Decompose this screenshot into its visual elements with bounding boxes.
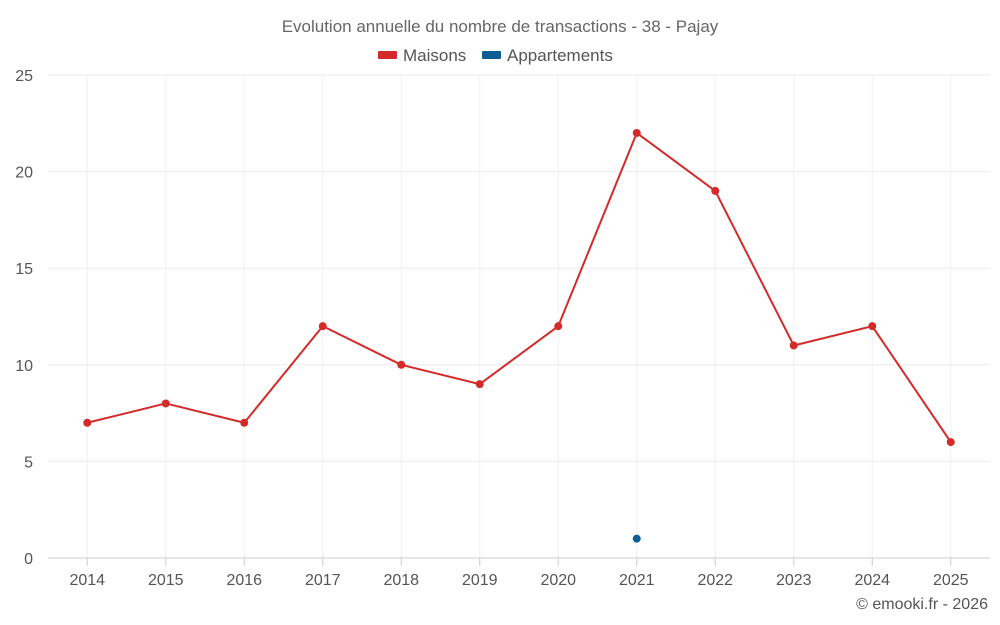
data-point-maisons-2018[interactable]	[397, 360, 406, 369]
data-point-maisons-2014[interactable]	[83, 418, 92, 427]
data-point-maisons-2019[interactable]	[475, 380, 484, 389]
x-tick-label-2025: 2025	[933, 572, 969, 589]
y-tick-label-10: 10	[15, 358, 33, 375]
data-point-maisons-2025[interactable]	[946, 438, 955, 447]
x-tick-label-2020: 2020	[540, 572, 576, 589]
data-point-maisons-2024[interactable]	[868, 322, 877, 331]
y-tick-label-5: 5	[24, 454, 33, 471]
y-tick-label-25: 25	[15, 68, 33, 85]
data-point-maisons-2015[interactable]	[161, 399, 170, 408]
x-tick-label-2023: 2023	[776, 572, 812, 589]
y-tick-label-20: 20	[15, 165, 33, 182]
x-tick-label-2022: 2022	[697, 572, 733, 589]
credit-text: © emooki.fr - 2026	[856, 596, 988, 613]
series-line-maisons	[87, 131, 952, 443]
x-tick-label-2024: 2024	[854, 572, 890, 589]
legend-item-appartements[interactable]: Appartements	[482, 46, 613, 65]
data-point-maisons-2020[interactable]	[554, 322, 563, 331]
chart-title: Evolution annuelle du nombre de transact…	[282, 17, 719, 36]
legend-swatch-maisons	[378, 51, 397, 59]
legend-label-maisons: Maisons	[403, 46, 466, 65]
series	[83, 128, 955, 543]
y-tick-label-0: 0	[24, 551, 33, 568]
legend-label-appartements: Appartements	[507, 46, 613, 65]
x-tick-label-2018: 2018	[383, 572, 419, 589]
x-tick-label-2016: 2016	[226, 572, 262, 589]
x-tick-label-2014: 2014	[69, 572, 105, 589]
y-tick-label-15: 15	[15, 261, 33, 278]
data-point-maisons-2016[interactable]	[240, 418, 249, 427]
x-tick-label-2021: 2021	[619, 572, 655, 589]
data-point-maisons-2022[interactable]	[711, 186, 720, 195]
x-tick-label-2017: 2017	[305, 572, 341, 589]
legend-swatch-appartements	[482, 51, 501, 59]
legend-item-maisons[interactable]: Maisons	[378, 46, 466, 65]
grid	[48, 74, 990, 558]
x-tick-label-2019: 2019	[462, 572, 498, 589]
data-point-maisons-2017[interactable]	[318, 322, 327, 331]
data-point-appartements-2021[interactable]	[632, 534, 641, 543]
legend[interactable]: Maisons Appartements	[378, 46, 613, 65]
x-tick-label-2015: 2015	[148, 572, 184, 589]
data-point-maisons-2023[interactable]	[789, 341, 798, 350]
data-point-maisons-2021[interactable]	[632, 128, 641, 137]
